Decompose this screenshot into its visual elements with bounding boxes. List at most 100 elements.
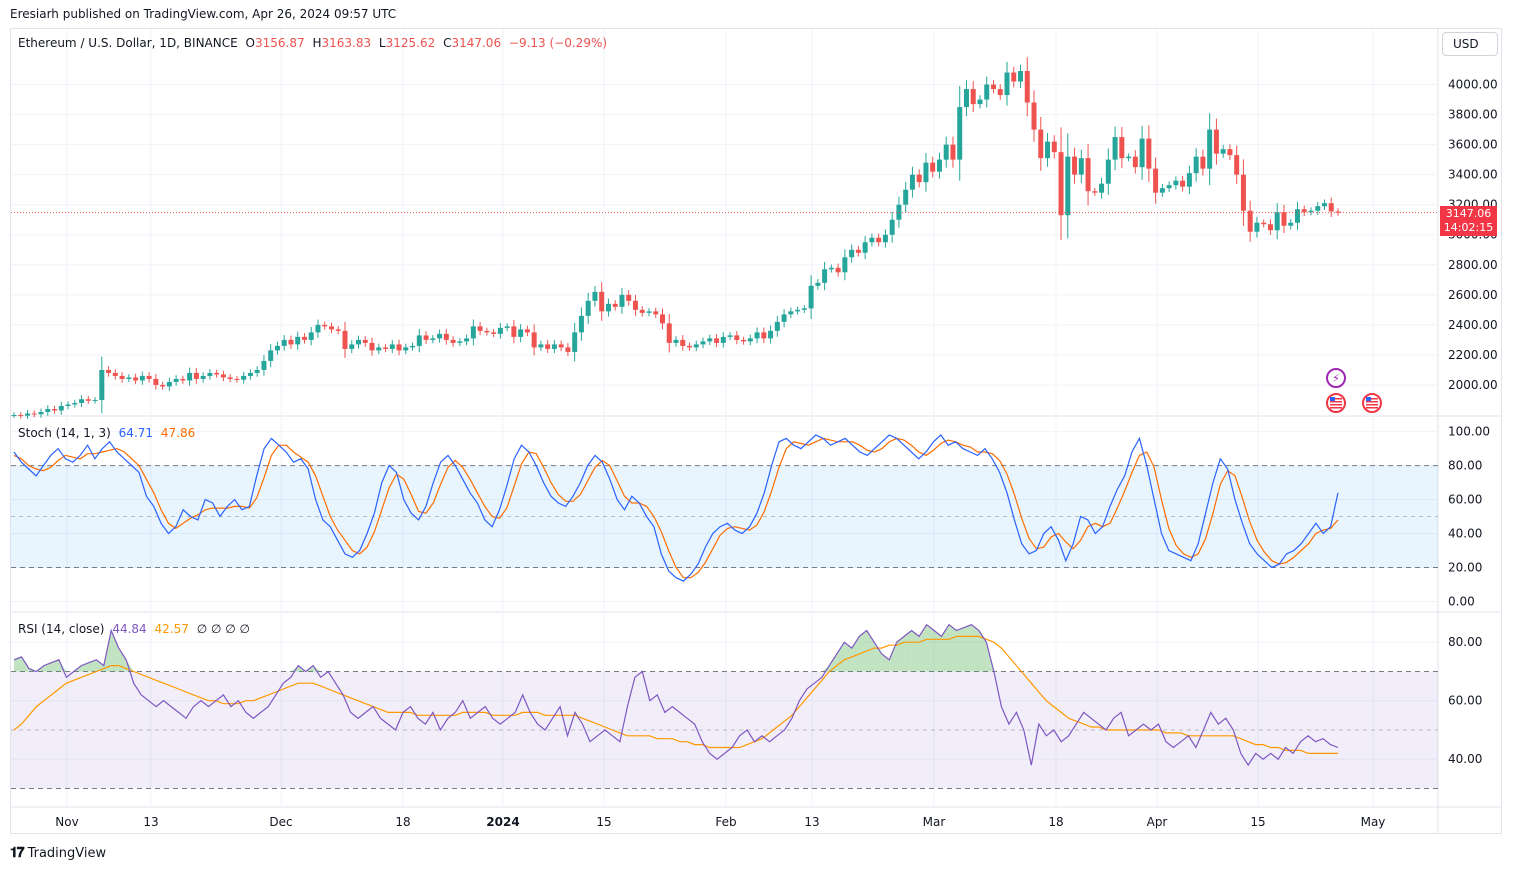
stoch-tick-label: 0.00 <box>1448 595 1475 609</box>
rsi-overbought-fill <box>859 630 867 672</box>
x-tick-label: 15 <box>1250 815 1265 829</box>
candle-body <box>950 144 956 160</box>
candle-body <box>619 294 625 307</box>
candle-body <box>207 372 213 376</box>
candle-body <box>855 249 861 253</box>
candle-body <box>112 372 118 376</box>
price-tick-label: 3600.00 <box>1448 138 1498 152</box>
candle-body <box>1186 173 1192 187</box>
currency-button[interactable]: USD <box>1442 32 1498 56</box>
candle-body <box>1018 71 1024 82</box>
candle-body <box>193 372 199 379</box>
price-tick-label: 2800.00 <box>1448 258 1498 272</box>
candle-body <box>31 413 37 415</box>
candle-body <box>1261 222 1267 225</box>
candle-body <box>1308 210 1314 213</box>
x-tick-label: Mar <box>923 815 946 829</box>
candle-body <box>1139 138 1145 168</box>
candle-body <box>166 381 172 387</box>
candle-body <box>497 327 503 334</box>
candle-body <box>808 285 814 309</box>
candle-body <box>1078 158 1084 175</box>
candle-body <box>1105 159 1111 184</box>
tradingview-logo-icon: 𝟏𝟕 <box>10 845 25 861</box>
lightning-icon-glyph: ⚡ <box>1332 372 1340 385</box>
stoch-legend[interactable]: Stoch (14, 1, 3) 64.71 47.86 <box>18 426 199 440</box>
candle-body <box>1004 72 1010 96</box>
candle-body <box>99 369 105 400</box>
rsi-overbought-fill <box>88 659 97 672</box>
grid-lines <box>11 29 1501 833</box>
candle-body <box>173 378 179 382</box>
candle-body <box>923 162 929 183</box>
candle-body <box>295 336 301 345</box>
candle-body <box>835 267 841 273</box>
candle-body <box>1193 156 1199 174</box>
candle-body <box>754 332 760 339</box>
change-value: −9.13 (−0.29%) <box>508 36 608 50</box>
candle-body <box>585 300 591 316</box>
candle-body <box>997 89 1003 96</box>
rsi-value: 44.84 <box>112 622 147 636</box>
candle-body <box>457 341 463 343</box>
candle-body <box>477 326 483 331</box>
rsi-ma-value: 42.57 <box>154 622 189 636</box>
brand-footer[interactable]: 𝟏𝟕 TradingView <box>10 845 106 861</box>
candle-body <box>126 377 132 379</box>
stoch-tick-label: 20.00 <box>1448 561 1482 575</box>
candle-body <box>1173 180 1179 186</box>
candle-body <box>545 344 551 349</box>
candle-body <box>903 189 909 205</box>
stoch-d-line <box>13 437 1339 579</box>
candle-body <box>268 350 274 361</box>
candle-body <box>673 339 679 343</box>
rsi-extra-values: ∅ ∅ ∅ ∅ <box>196 622 250 636</box>
candle-body <box>220 374 226 378</box>
candle-body <box>1288 222 1294 226</box>
x-tick-label: 15 <box>596 815 611 829</box>
last-price-value: 3147.06 <box>1445 207 1492 220</box>
candle-body <box>1159 188 1165 193</box>
candle-body <box>160 384 166 387</box>
candle-body <box>369 342 375 351</box>
candle-body <box>214 372 220 375</box>
candle-body <box>45 408 51 412</box>
candle-body <box>79 399 85 403</box>
rsi-overbought-fill <box>836 642 845 672</box>
rsi-overbought-fill <box>949 624 957 672</box>
candle-body <box>1045 141 1051 159</box>
candle-body <box>1153 168 1159 193</box>
rsi-legend[interactable]: RSI (14, close) 44.84 42.57 ∅ ∅ ∅ ∅ <box>18 622 254 636</box>
candle-body <box>72 402 78 405</box>
candle-body <box>335 329 341 331</box>
candle-body <box>1294 209 1300 223</box>
stoch-tick-label: 60.00 <box>1448 493 1482 507</box>
candle-body <box>247 372 253 376</box>
event-icons: ⚡ <box>1326 368 1382 413</box>
candle-body <box>626 294 632 301</box>
candle-body <box>383 347 389 349</box>
symbol-legend[interactable]: Ethereum / U.S. Dollar, 1D, BINANCE O315… <box>18 36 611 50</box>
candle-body <box>524 329 530 333</box>
candle-body <box>180 378 186 381</box>
rsi-overbought-fill <box>118 648 127 672</box>
candle-body <box>1058 152 1064 216</box>
us-flag-event-icon <box>1326 393 1346 413</box>
us-flag-event-icon <box>1362 393 1382 413</box>
candle-body <box>241 375 247 380</box>
candle-body <box>511 326 517 337</box>
candle-body <box>1119 137 1125 159</box>
candle-body <box>592 291 598 301</box>
rsi-pane <box>11 623 1438 789</box>
flag-icon-circle <box>1326 393 1346 413</box>
candle-body <box>322 324 328 327</box>
candle-body <box>822 269 828 283</box>
candle-body <box>1200 156 1206 169</box>
candle-body <box>666 323 672 343</box>
flag-stripe <box>1330 407 1342 409</box>
candle-body <box>92 399 98 401</box>
candle-body <box>518 329 524 337</box>
candle-body <box>639 309 645 313</box>
candle-body <box>1234 155 1240 175</box>
